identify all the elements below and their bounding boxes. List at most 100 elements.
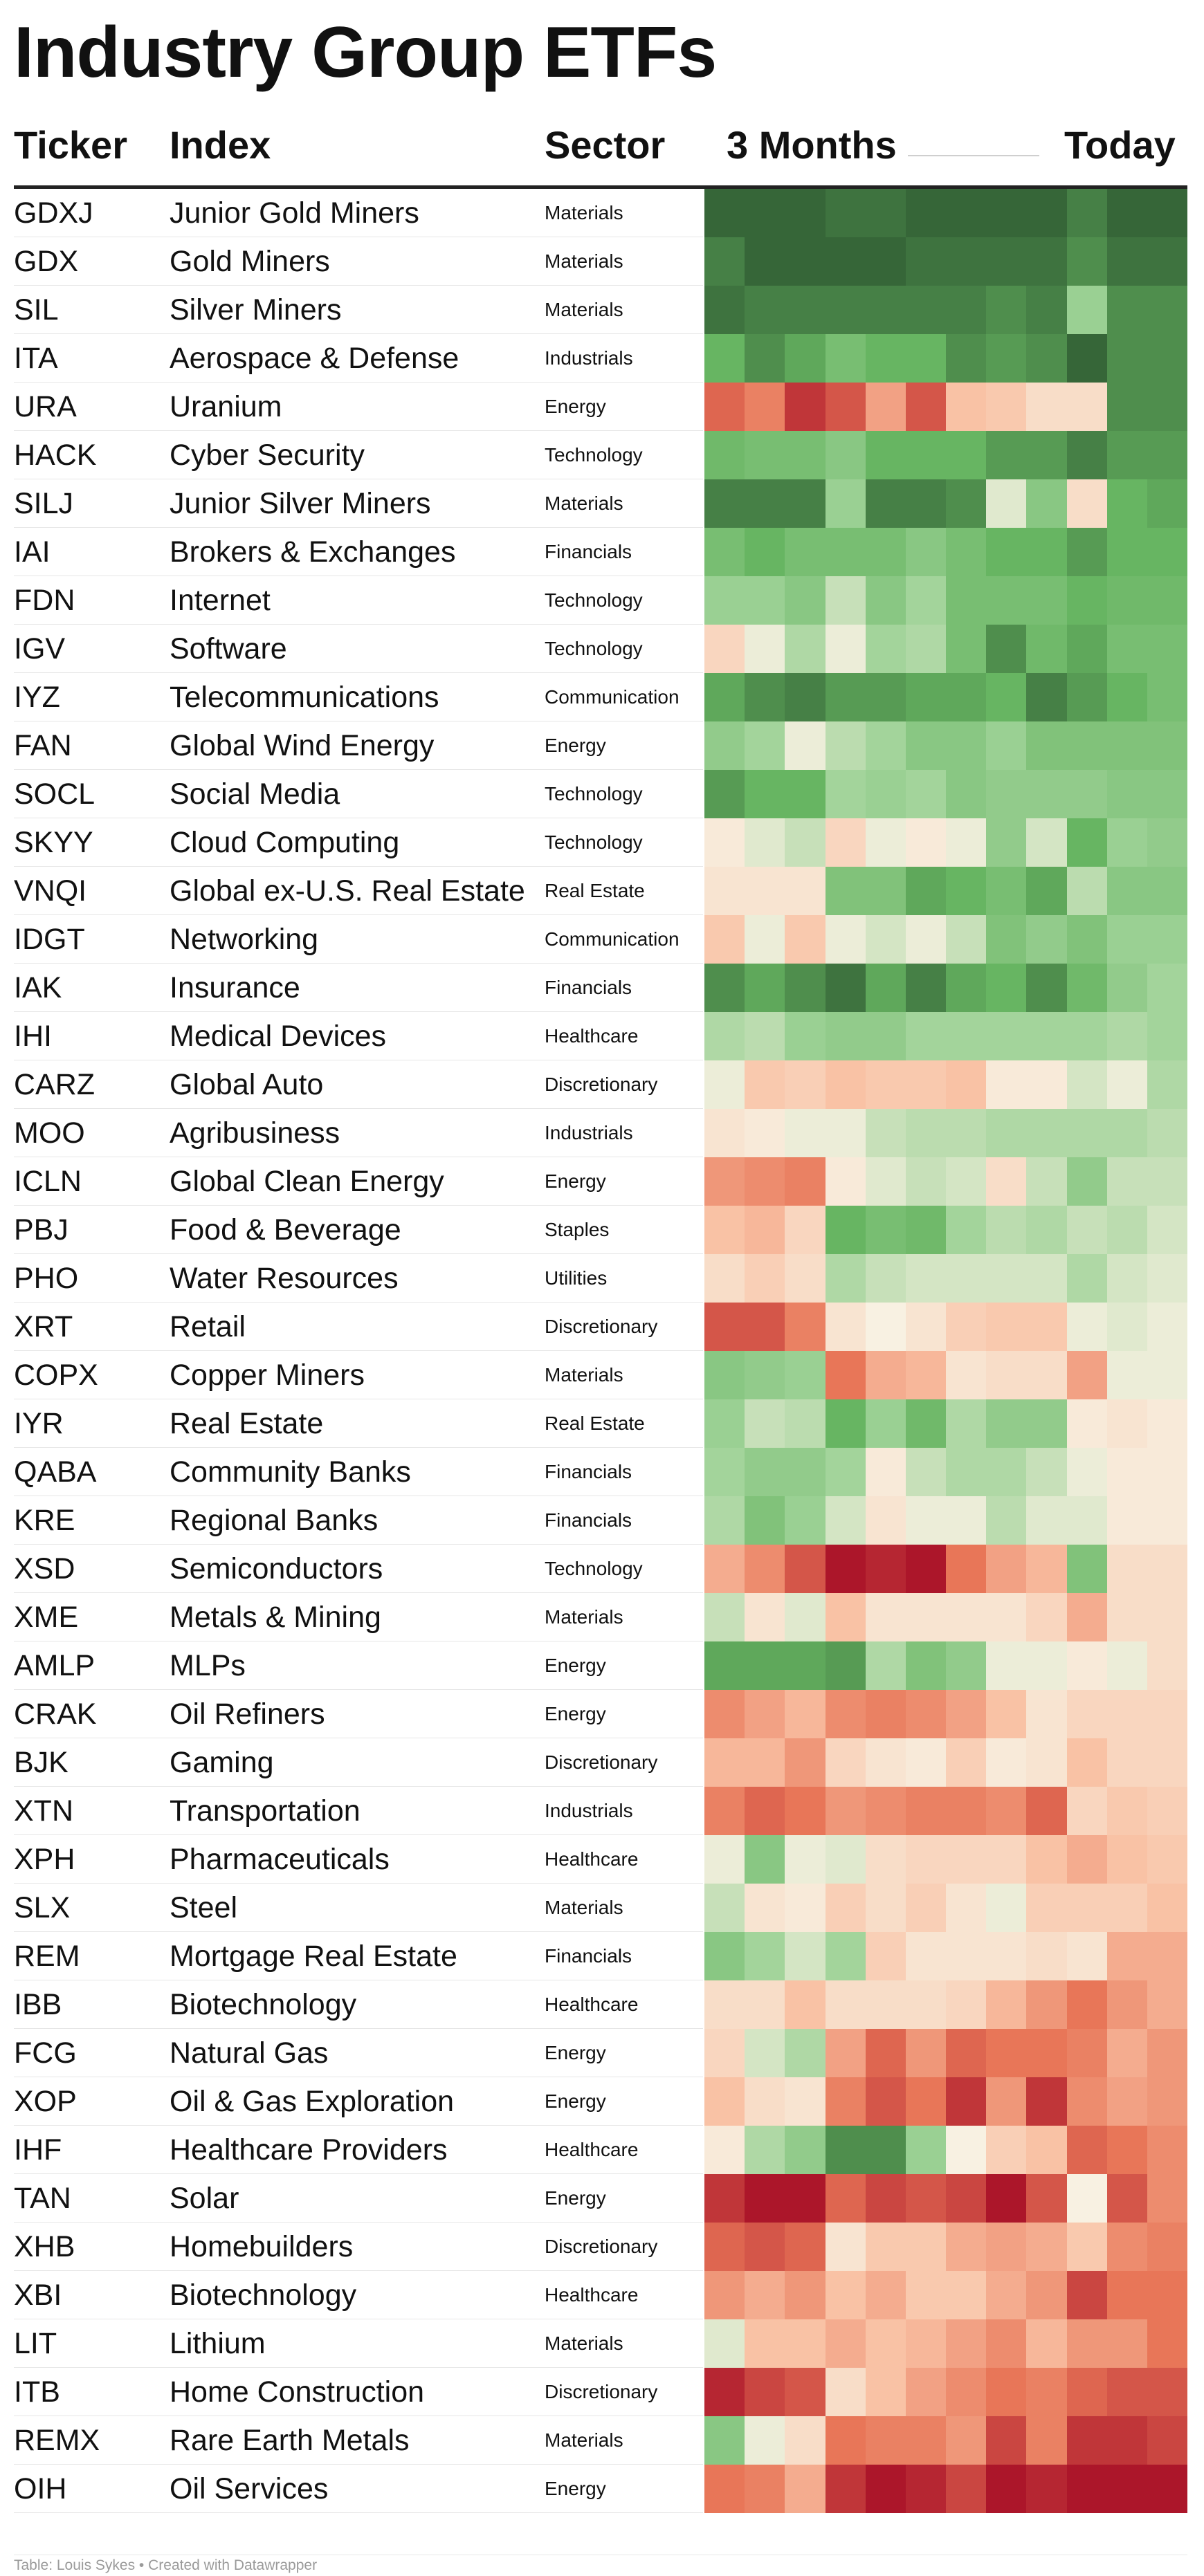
table-row: IHF Healthcare Providers Healthcare bbox=[0, 2126, 1204, 2174]
ticker-cell: IAI bbox=[14, 535, 51, 569]
heatmap-cell bbox=[866, 1351, 906, 1399]
heatmap-cell bbox=[1026, 1448, 1067, 1496]
heatmap-cell bbox=[745, 2416, 785, 2465]
index-cell: Global Wind Energy bbox=[170, 729, 435, 762]
heatmap-cell bbox=[1107, 1738, 1147, 1787]
heatmap-cell bbox=[866, 479, 906, 528]
ticker-cell: XME bbox=[14, 1601, 79, 1634]
heatmap-cell bbox=[866, 770, 906, 818]
heatmap-strip bbox=[704, 334, 1187, 383]
heatmap-strip bbox=[704, 479, 1187, 528]
heatmap-cell bbox=[1107, 334, 1147, 383]
sector-cell: Communication bbox=[545, 686, 679, 708]
heatmap-cell bbox=[986, 1303, 1026, 1351]
heatmap-cell bbox=[866, 964, 906, 1012]
heatmap-cell bbox=[785, 2416, 826, 2465]
heatmap-cell bbox=[1147, 818, 1187, 867]
sector-cell: Staples bbox=[545, 1219, 610, 1240]
heatmap-cell bbox=[906, 2271, 946, 2319]
heatmap-strip bbox=[704, 2271, 1187, 2319]
heatmap-cell bbox=[906, 964, 946, 1012]
heatmap-cell bbox=[785, 189, 826, 237]
heatmap-strip bbox=[704, 2029, 1187, 2077]
heatmap-cell bbox=[785, 1012, 826, 1060]
heatmap-cell bbox=[1067, 1641, 1107, 1690]
heatmap-cell bbox=[1147, 1980, 1187, 2029]
heatmap-cell bbox=[704, 1399, 745, 1448]
heatmap-strip bbox=[704, 915, 1187, 964]
table-row: HACK Cyber Security Technology bbox=[0, 431, 1204, 479]
heatmap-cell bbox=[1067, 286, 1107, 334]
heatmap-cell bbox=[946, 1932, 986, 1980]
heatmap-strip bbox=[704, 2465, 1187, 2513]
heatmap-cell bbox=[866, 334, 906, 383]
heatmap-cell bbox=[1147, 1738, 1187, 1787]
heatmap-cell bbox=[745, 964, 785, 1012]
heatmap-cell bbox=[704, 1884, 745, 1932]
heatmap-strip bbox=[704, 770, 1187, 818]
heatmap-cell bbox=[826, 625, 866, 673]
ticker-cell: SKYY bbox=[14, 826, 93, 859]
ticker-cell: XTN bbox=[14, 1794, 73, 1828]
heatmap-cell bbox=[866, 2126, 906, 2174]
heatmap-cell bbox=[1147, 915, 1187, 964]
heatmap-cell bbox=[745, 1157, 785, 1206]
heatmap-cell bbox=[1067, 721, 1107, 770]
sector-cell: Materials bbox=[545, 1606, 623, 1628]
heatmap-cell bbox=[1107, 189, 1147, 237]
heatmap-cell bbox=[826, 2077, 866, 2126]
heatmap-cell bbox=[1147, 1254, 1187, 1303]
heatmap-cell bbox=[785, 1932, 826, 1980]
sector-cell: Technology bbox=[545, 589, 643, 611]
index-cell: Lithium bbox=[170, 2327, 266, 2360]
heatmap-cell bbox=[866, 1254, 906, 1303]
row-divider bbox=[14, 1108, 703, 1109]
heatmap-cell bbox=[986, 673, 1026, 721]
row-divider bbox=[14, 672, 703, 673]
heatmap-cell bbox=[1147, 1932, 1187, 1980]
heatmap-cell bbox=[785, 1254, 826, 1303]
heatmap-cell bbox=[745, 189, 785, 237]
heatmap-cell bbox=[826, 964, 866, 1012]
heatmap-cell bbox=[1026, 2465, 1067, 2513]
ticker-cell: REMX bbox=[14, 2424, 100, 2457]
row-divider bbox=[14, 527, 703, 528]
heatmap-cell bbox=[986, 334, 1026, 383]
heatmap-cell bbox=[745, 1060, 785, 1109]
heatmap-strip bbox=[704, 1496, 1187, 1545]
heatmap-cell bbox=[745, 2271, 785, 2319]
heatmap-cell bbox=[1026, 1884, 1067, 1932]
table-row: XHB Homebuilders Discretionary bbox=[0, 2223, 1204, 2271]
heatmap-cell bbox=[785, 1351, 826, 1399]
heatmap-cell bbox=[1026, 673, 1067, 721]
heatmap-cell bbox=[986, 721, 1026, 770]
heatmap-cell bbox=[946, 383, 986, 431]
heatmap-cell bbox=[1147, 1690, 1187, 1738]
heatmap-cell bbox=[785, 1206, 826, 1254]
heatmap-cell bbox=[1147, 1835, 1187, 1884]
heatmap-cell bbox=[1107, 2271, 1147, 2319]
heatmap-cell bbox=[826, 1060, 866, 1109]
heatmap-cell bbox=[866, 2174, 906, 2223]
ticker-cell: LIT bbox=[14, 2327, 57, 2360]
index-cell: Silver Miners bbox=[170, 293, 342, 326]
heatmap-cell bbox=[906, 479, 946, 528]
heatmap-cell bbox=[1067, 2319, 1107, 2368]
index-cell: Water Resources bbox=[170, 1262, 399, 1295]
heatmap-cell bbox=[866, 2368, 906, 2416]
heatmap-cell bbox=[866, 1835, 906, 1884]
heatmap-cell bbox=[986, 915, 1026, 964]
table-row: CARZ Global Auto Discretionary bbox=[0, 1060, 1204, 1109]
heatmap-cell bbox=[745, 625, 785, 673]
heatmap-cell bbox=[1107, 1399, 1147, 1448]
heatmap-cell bbox=[946, 189, 986, 237]
heatmap-cell bbox=[1067, 1496, 1107, 1545]
heatmap-cell bbox=[1026, 1738, 1067, 1787]
heatmap-strip bbox=[704, 431, 1187, 479]
heatmap-cell bbox=[745, 479, 785, 528]
heatmap-strip bbox=[704, 2319, 1187, 2368]
heatmap-cell bbox=[866, 818, 906, 867]
heatmap-cell bbox=[1107, 1060, 1147, 1109]
column-header-sector: Sector bbox=[545, 123, 666, 167]
heatmap-cell bbox=[785, 383, 826, 431]
